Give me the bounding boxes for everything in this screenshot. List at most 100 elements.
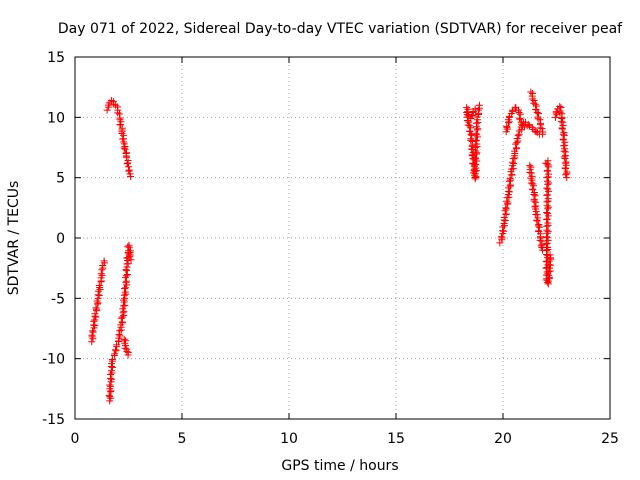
data-point-marker (472, 173, 480, 181)
data-point-marker (503, 122, 511, 130)
data-point-marker (463, 104, 471, 112)
data-point-marker (558, 115, 566, 123)
point-layer (88, 88, 571, 405)
data-point-marker (545, 268, 553, 276)
y-tick-label: -5 (51, 291, 65, 307)
data-point-marker (92, 304, 100, 312)
data-point-marker (473, 126, 481, 134)
data-point-marker (120, 296, 128, 304)
data-point-marker (116, 327, 124, 335)
data-point-marker (123, 270, 131, 278)
data-point-marker (121, 344, 129, 352)
data-point-marker (474, 106, 482, 114)
data-point-marker (543, 209, 551, 217)
x-tick-label: 5 (178, 431, 187, 447)
data-point-marker (544, 212, 552, 220)
data-point-marker (563, 174, 571, 182)
data-point-marker (123, 254, 131, 262)
data-point-marker (544, 246, 552, 254)
data-point-marker (125, 166, 133, 174)
data-point-marker (543, 202, 551, 210)
data-point-marker (544, 197, 552, 205)
data-point-marker (516, 115, 524, 123)
data-point-marker (120, 335, 128, 343)
grid-layer (75, 57, 610, 419)
data-point-marker (543, 191, 551, 199)
data-point-marker (560, 153, 568, 161)
data-point-marker (105, 391, 113, 399)
data-point-marker (472, 137, 480, 145)
data-point-marker (123, 347, 131, 355)
data-point-marker (100, 257, 108, 265)
data-point-marker (552, 108, 560, 116)
data-point-marker (124, 159, 132, 167)
data-point-marker (121, 301, 129, 309)
data-point-marker (537, 242, 545, 250)
data-point-marker (525, 121, 533, 129)
data-point-marker (538, 125, 546, 133)
data-point-marker (473, 131, 481, 139)
data-point-marker (108, 363, 116, 371)
data-point-marker (475, 101, 483, 109)
data-point-marker (543, 167, 551, 175)
data-point-marker (499, 223, 507, 231)
data-point-marker (528, 176, 536, 184)
data-point-marker (111, 346, 119, 354)
x-tick-label: 15 (387, 431, 405, 447)
data-point-marker (467, 124, 475, 132)
data-point-marker (562, 165, 570, 173)
data-point-marker (530, 182, 538, 190)
data-point-marker (117, 121, 125, 129)
data-point-marker (536, 236, 544, 244)
data-point-marker (95, 291, 103, 299)
data-point-marker (562, 171, 570, 179)
data-point-marker (123, 160, 131, 168)
data-point-marker (558, 125, 566, 133)
data-point-marker (88, 331, 96, 339)
data-point-marker (91, 310, 99, 318)
data-point-marker (124, 351, 132, 359)
data-point-marker (556, 109, 564, 117)
data-point-marker (501, 217, 509, 225)
data-point-marker (471, 154, 479, 162)
data-point-marker (89, 328, 97, 336)
data-point-marker (544, 280, 552, 288)
data-point-marker (471, 161, 479, 169)
x-tick-label: 0 (71, 431, 80, 447)
data-point-marker (125, 243, 133, 251)
data-point-marker (533, 217, 541, 225)
data-point-marker (535, 110, 543, 118)
data-point-marker (111, 350, 119, 358)
data-point-marker (543, 216, 551, 224)
y-tick-label: 5 (56, 171, 65, 187)
data-point-marker (497, 233, 505, 241)
data-point-marker (121, 145, 129, 153)
data-point-marker (98, 266, 106, 274)
data-point-marker (539, 246, 547, 254)
data-point-marker (118, 313, 126, 321)
data-point-marker (124, 260, 132, 268)
data-point-marker (509, 155, 517, 163)
data-point-marker (474, 119, 482, 127)
tick-layer: 0 5 10 15 20 25 -15 -10 -5 0 5 10 15 (42, 50, 619, 447)
data-point-marker (127, 172, 135, 180)
y-tick-label: 0 (56, 231, 65, 247)
x-axis-label: GPS time / hours (281, 458, 398, 474)
data-point-marker (527, 88, 535, 96)
data-point-marker (528, 95, 536, 103)
data-point-marker (471, 167, 479, 175)
data-point-marker (473, 119, 480, 127)
y-tick-label: 15 (47, 50, 65, 66)
data-point-marker (108, 356, 116, 364)
data-point-marker (106, 371, 114, 379)
data-point-marker (115, 331, 123, 339)
data-point-marker (545, 179, 553, 187)
data-point-marker (544, 173, 552, 181)
data-point-marker (513, 135, 521, 143)
data-point-marker (88, 338, 96, 346)
data-point-marker (530, 197, 538, 205)
data-point-marker (506, 174, 514, 182)
data-point-marker (498, 234, 506, 242)
data-point-marker (108, 375, 116, 383)
data-point-marker (542, 240, 550, 248)
